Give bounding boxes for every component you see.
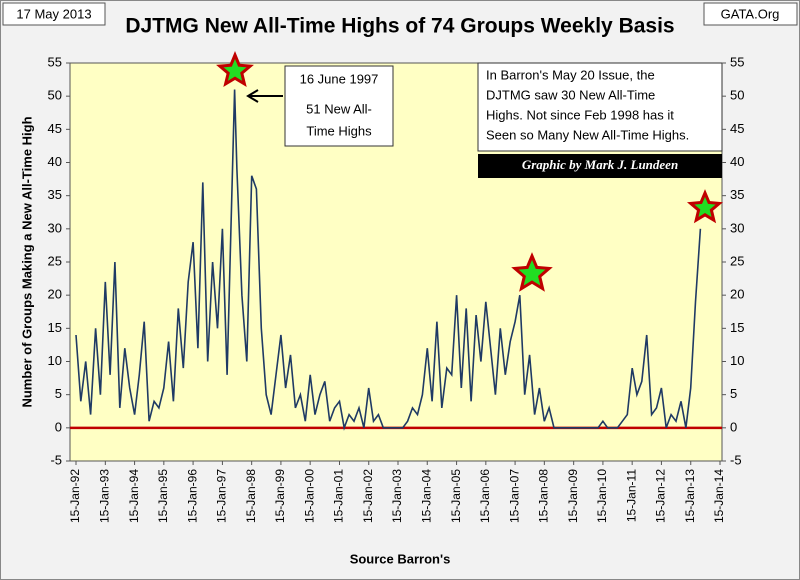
y2-tick-label: -5 (730, 452, 742, 467)
site-label: GATA.Org (721, 6, 780, 21)
callout-arrow (246, 89, 283, 103)
x-tick-label: 15-Jan-13 (683, 469, 697, 523)
x-tick-label: 15-Jan-01 (332, 469, 346, 523)
note-text: Seen so Many New All-Time Highs. (486, 127, 689, 142)
site-box (703, 2, 798, 26)
y2-tick-label: 20 (730, 287, 744, 302)
y-tick-label: 50 (48, 88, 62, 103)
note-box (477, 62, 723, 152)
y2-tick-label: 45 (730, 121, 744, 136)
y-tick-label: -5 (50, 452, 62, 467)
y2-tick-label: 50 (730, 88, 744, 103)
chart-title: DJTMG New All-Time Highs of 74 Groups We… (125, 15, 674, 38)
callout-text: Time Highs (306, 123, 372, 138)
x-tick-label: 15-Jan-03 (390, 469, 404, 523)
note-text: Highs. Not since Feb 1998 has it (486, 107, 674, 122)
y-tick-label: 45 (48, 121, 62, 136)
y2-tick-label: 40 (730, 154, 744, 169)
x-tick-label: 15-Jan-00 (302, 469, 316, 523)
y-tick-label: 5 (55, 386, 62, 401)
x-axis-label: Source Barron's (350, 551, 451, 566)
credit-box (478, 154, 722, 178)
y-tick-label: 35 (48, 187, 62, 202)
x-tick-label: 15-Jan-02 (361, 469, 375, 523)
x-tick-label: 15-Jan-07 (507, 469, 521, 523)
y-tick-label: 25 (48, 253, 62, 268)
y-axis-label: Number of Groups Making a New All-Time H… (19, 116, 34, 407)
y2-tick-label: 30 (730, 220, 744, 235)
x-tick-label: 15-Jan-12 (654, 469, 668, 523)
x-tick-label: 15-Jan-10 (595, 469, 609, 523)
y-tick-label: 40 (48, 154, 62, 169)
y2-tick-label: 55 (730, 54, 744, 69)
y-tick-label: 55 (48, 54, 62, 69)
x-tick-label: 15-Jan-98 (244, 469, 258, 523)
y-tick-label: 10 (48, 353, 62, 368)
note-text: In Barron's May 20 Issue, the (486, 67, 655, 82)
x-tick-label: 15-Jan-04 (419, 469, 433, 523)
y2-tick-label: 10 (730, 353, 744, 368)
y2-tick-label: 15 (730, 320, 744, 335)
callout-box (284, 65, 394, 147)
callout-text: 16 June 1997 (300, 71, 379, 86)
y2-tick-label: 35 (730, 187, 744, 202)
y-tick-label: 0 (55, 419, 62, 434)
x-tick-label: 15-Jan-11 (624, 469, 638, 522)
star (686, 189, 724, 224)
y2-tick-label: 5 (730, 386, 737, 401)
x-tick-label: 15-Jan-97 (215, 469, 229, 523)
y-tick-label: 15 (48, 320, 62, 335)
x-tick-label: 15-Jan-09 (566, 469, 580, 523)
x-tick-label: 15-Jan-08 (537, 469, 551, 523)
callout-text: 51 New All- (306, 101, 372, 116)
x-tick-label: 15-Jan-92 (68, 469, 82, 523)
star (511, 252, 553, 292)
y2-tick-label: 0 (730, 419, 737, 434)
y-tick-label: 30 (48, 220, 62, 235)
x-tick-label: 15-Jan-96 (185, 469, 199, 523)
x-tick-label: 15-Jan-95 (156, 469, 170, 523)
x-tick-label: 15-Jan-99 (273, 469, 287, 523)
star (216, 51, 254, 88)
x-tick-label: 15-Jan-94 (127, 469, 141, 523)
date-label: 17 May 2013 (16, 6, 91, 21)
credit: Graphic by Mark J. Lundeen (522, 157, 678, 172)
y-tick-label: 20 (48, 287, 62, 302)
x-tick-label: 15-Jan-06 (478, 469, 492, 523)
x-tick-label: 15-Jan-93 (98, 469, 112, 523)
x-tick-label: 15-Jan-05 (449, 469, 463, 523)
note-text: DJTMG saw 30 New All-Time (486, 87, 655, 102)
x-tick-label: 15-Jan-14 (712, 469, 726, 523)
date-box (2, 2, 106, 26)
series-line (75, 89, 702, 431)
plot: -5 0 5 10 15 20 25 30 35 40 45 50 55 -5 0 5 10 15 20 25 30 35… (48, 54, 745, 523)
y2-tick-label: 25 (730, 253, 744, 268)
